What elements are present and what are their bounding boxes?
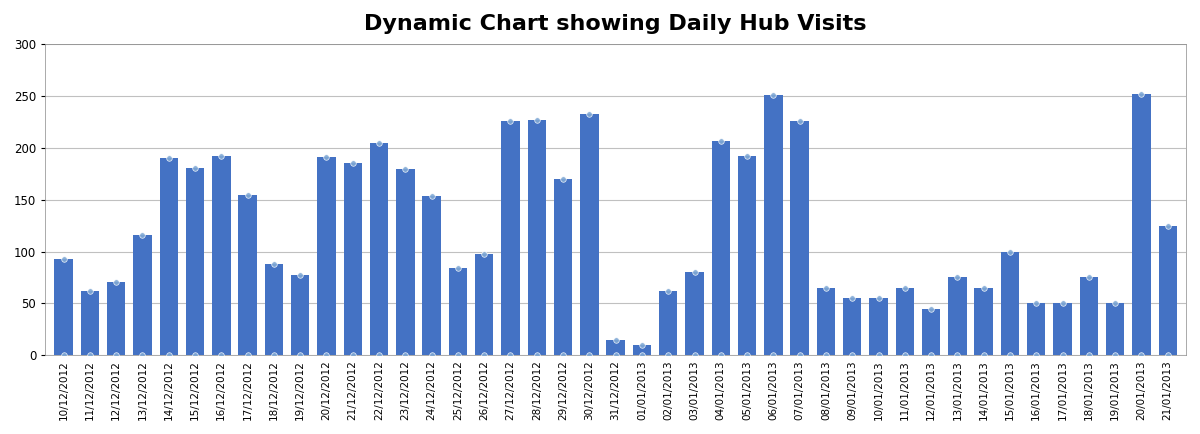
Bar <box>80 291 100 355</box>
Bar <box>738 156 756 355</box>
Bar <box>659 291 678 355</box>
Bar <box>343 163 362 355</box>
Bar <box>317 157 336 355</box>
Bar <box>475 253 493 355</box>
Bar <box>133 235 151 355</box>
Bar <box>685 272 703 355</box>
Bar <box>1158 226 1177 355</box>
Bar <box>712 141 730 355</box>
Bar <box>632 345 652 355</box>
Bar <box>54 259 73 355</box>
Bar <box>502 121 520 355</box>
Bar <box>1027 303 1045 355</box>
Bar <box>869 298 888 355</box>
Bar <box>922 309 941 355</box>
Bar <box>160 158 178 355</box>
Bar <box>370 144 389 355</box>
Bar <box>764 95 782 355</box>
Bar <box>212 156 230 355</box>
Bar <box>817 288 835 355</box>
Bar <box>1133 94 1151 355</box>
Bar <box>948 277 966 355</box>
Title: Dynamic Chart showing Daily Hub Visits: Dynamic Chart showing Daily Hub Visits <box>365 14 866 34</box>
Bar <box>1054 303 1072 355</box>
Bar <box>449 268 467 355</box>
Bar <box>580 115 599 355</box>
Bar <box>528 120 546 355</box>
Bar <box>554 179 572 355</box>
Bar <box>1001 252 1019 355</box>
Bar <box>265 264 283 355</box>
Bar <box>791 121 809 355</box>
Bar <box>186 168 204 355</box>
Bar <box>1106 303 1124 355</box>
Bar <box>396 169 414 355</box>
Bar <box>606 340 625 355</box>
Bar <box>239 195 257 355</box>
Bar <box>895 288 914 355</box>
Bar <box>1080 277 1098 355</box>
Bar <box>290 276 310 355</box>
Bar <box>107 282 125 355</box>
Bar <box>422 197 440 355</box>
Bar <box>844 298 862 355</box>
Bar <box>974 288 992 355</box>
